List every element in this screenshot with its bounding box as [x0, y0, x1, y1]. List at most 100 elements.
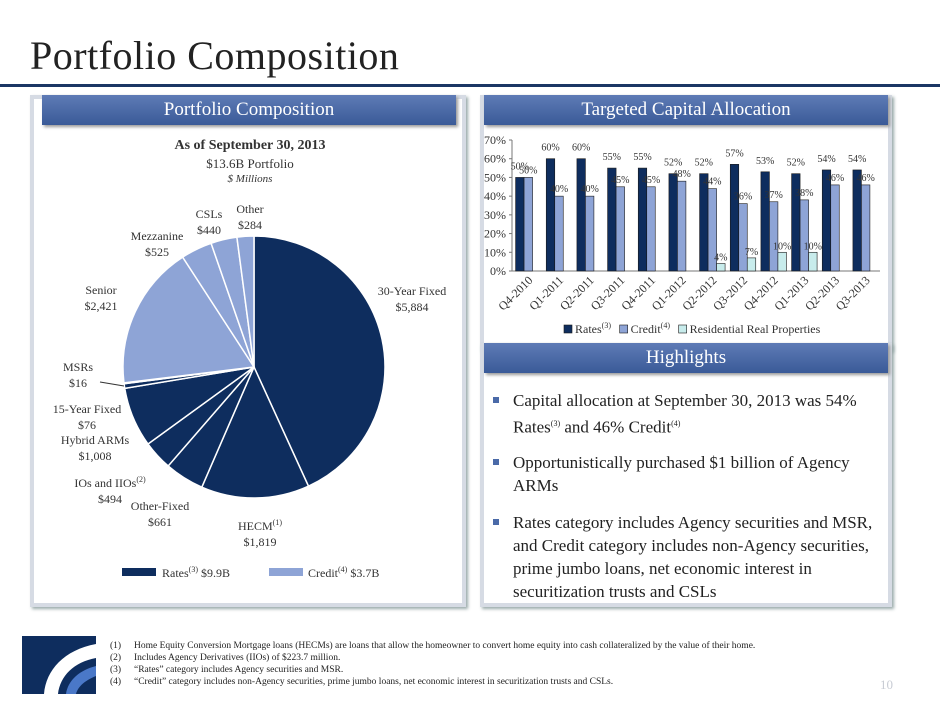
bar-data-label: 55%: [603, 152, 621, 163]
bar-credit-q2-2012: [707, 188, 717, 272]
highlight-bullet-3: Rates category includes Agency securitie…: [493, 511, 883, 603]
footnote-4: (4) “Credit” category includes non-Agency…: [110, 677, 614, 687]
bar-residential-real-properties-q1-2013: [808, 251, 818, 272]
legend-label-sup: (4): [661, 321, 671, 330]
bar-data-label: 54%: [817, 154, 835, 165]
bar-rates-q2-2012: [699, 173, 709, 272]
bar-data-label: 54%: [848, 154, 866, 165]
pie-label-msrs: MSRs $16: [62, 360, 94, 390]
bar-data-label: 36%: [734, 192, 752, 203]
x-tick-label: Q3-2013: [833, 273, 873, 313]
title-divider: [0, 84, 940, 87]
legend-swatch: [619, 324, 628, 334]
legend-label: Rates: [575, 322, 602, 336]
pie-label-mezzanine: Mezzanine $525: [130, 229, 184, 259]
legend-label-sup: (3): [602, 321, 612, 330]
highlight-bullet-1: Capital allocation at September 30, 2013…: [493, 389, 883, 439]
pie-legend: Rates(3) $9.9B Credit(4) $3.7B: [122, 565, 412, 580]
highlight-bullet-2: Opportunistically purchased $1 billion o…: [493, 451, 883, 497]
highlights-banner: Highlights: [484, 343, 888, 373]
bar-credit-q3-2012: [738, 203, 748, 272]
legend-swatch: [563, 324, 573, 334]
portfolio-composition-banner: Portfolio Composition: [42, 95, 456, 125]
bar-credit-q4-2011: [646, 186, 656, 272]
bar-credit-q4-2010: [523, 177, 533, 272]
pie-label-senior: Senior $2,421: [84, 283, 118, 313]
bar-data-label: 52%: [695, 158, 713, 169]
bar-credit-q3-2013: [861, 184, 871, 272]
bar-rates-q4-2010: [515, 177, 525, 272]
portfolio-composition-panel: [30, 95, 466, 607]
bar-data-label: 53%: [756, 156, 774, 167]
pie-label-hybrid-arms: Hybrid ARMs $1,008: [60, 433, 130, 463]
bar-data-label: 45%: [642, 175, 660, 186]
bar-data-label: 4%: [714, 253, 727, 264]
bar-rates-q3-2012: [729, 164, 740, 272]
legend-swatch: [678, 324, 687, 334]
y-tick-label: 40%: [484, 189, 506, 203]
bar-rates-q4-2012: [760, 171, 770, 272]
pie-label-csls: CSLs $440: [195, 207, 223, 237]
company-logo-icon: [22, 636, 96, 694]
pie-slice-hecm: [200, 365, 310, 499]
footnote-3: (3) “Rates” category includes Agency secu…: [110, 665, 344, 675]
capital-allocation-banner: Targeted Capital Allocation: [484, 95, 888, 125]
pie-label-ios-iios: IOs and IIOs(2) $494: [74, 475, 146, 506]
y-tick-label: 50%: [484, 170, 506, 184]
legend-swatch-credit: [269, 568, 303, 576]
bar-data-label: 38%: [795, 188, 813, 199]
bar-data-label: 46%: [856, 173, 874, 184]
bar-data-label: 7%: [745, 247, 758, 258]
footnote-2: (2) Includes Agency Derivatives (IIOs) of…: [110, 653, 341, 663]
bar-credit-q3-2011: [615, 186, 625, 272]
highlights-panel: [480, 343, 892, 607]
bullet-square-icon: [493, 519, 499, 525]
bar-data-label: 40%: [550, 184, 568, 195]
pie-slice-other: [236, 235, 255, 368]
legend-swatch-rates: [122, 568, 156, 576]
units-label: $ Millions: [227, 173, 273, 185]
bar-credit-q2-2013: [830, 184, 840, 272]
bar-residential-real-properties-q3-2012: [746, 257, 757, 272]
bar-credit-q1-2013: [799, 199, 809, 272]
bar-data-label: 52%: [664, 158, 682, 169]
bar-data-label: 37%: [764, 190, 782, 201]
bar-credit-q4-2012: [769, 201, 779, 272]
bar-rates-q1-2011: [545, 158, 556, 272]
bar-rates-q3-2013: [852, 169, 862, 272]
pie-label-other-fixed: Other-Fixed $661: [130, 499, 190, 529]
bar-residential-real-properties-q4-2012: [777, 251, 787, 272]
y-tick-label: 20%: [484, 227, 506, 241]
page-title: Portfolio Composition: [30, 33, 400, 78]
pie-label-hecm: HECM(1) $1,819: [238, 518, 282, 549]
bar-residential-real-properties-q2-2012: [716, 263, 726, 272]
footnote-1: (1) Home Equity Conversion Mortgage loans…: [110, 641, 756, 651]
pie-slice-senior: [122, 256, 256, 384]
bar-data-label: 60%: [572, 143, 590, 154]
bar-data-label: 10%: [804, 241, 822, 252]
bullet-square-icon: [493, 397, 499, 403]
pie-label-30-year-fixed: 30-Year Fixed $5,884: [377, 284, 447, 314]
bar-data-label: 10%: [773, 241, 791, 252]
bar-data-label: 50%: [511, 161, 529, 172]
y-tick-label: 0%: [490, 264, 506, 278]
bar-data-label: 46%: [826, 173, 844, 184]
bar-data-label: 52%: [787, 158, 805, 169]
bar-data-label: 44%: [703, 177, 721, 188]
pie-label-other: Other $284: [236, 202, 264, 232]
bar-credit-q1-2011: [554, 195, 564, 272]
page-number: 10: [880, 677, 893, 692]
pie-slice-30-year-fixed: [253, 235, 386, 488]
y-tick-label: 60%: [484, 152, 506, 166]
bar-data-label: 60%: [541, 143, 559, 154]
legend-label-credit: Credit(4) $3.7B: [308, 565, 380, 580]
bar-data-label: 57%: [725, 148, 743, 159]
bullet-square-icon: [493, 459, 499, 465]
bar-credit-q1-2012: [677, 180, 687, 272]
bar-rates-q2-2011: [576, 158, 586, 272]
bar-data-label: 45%: [611, 175, 629, 186]
y-tick-label: 30%: [484, 208, 506, 222]
